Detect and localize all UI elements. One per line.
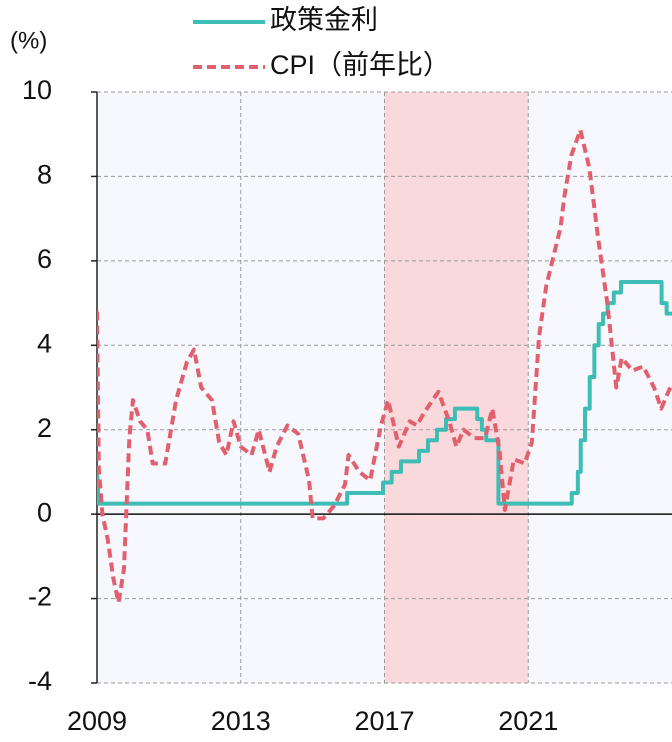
y-tick-label: 4 [37,328,52,358]
y-tick-label: 0 [37,497,52,527]
x-tick-label: 2013 [211,706,271,736]
y-tick-label: 10 [22,75,52,105]
y-tick-label: 8 [37,160,52,190]
plot-lines [97,127,672,605]
shaded-period [384,92,529,683]
x-tick-label: 2021 [498,706,558,736]
series-line [97,127,672,605]
legend-label: 政策金利 [270,5,378,35]
y-tick-label: 6 [37,244,52,274]
y-unit-label: (%) [10,27,47,54]
x-tick-label: 2009 [67,706,127,736]
y-tick-label: -4 [28,666,52,696]
x-tick-label: 2017 [354,706,414,736]
y-tick-label: 2 [37,413,52,443]
legend-label: CPI（前年比） [270,50,450,80]
y-tick-label: -2 [28,582,52,612]
